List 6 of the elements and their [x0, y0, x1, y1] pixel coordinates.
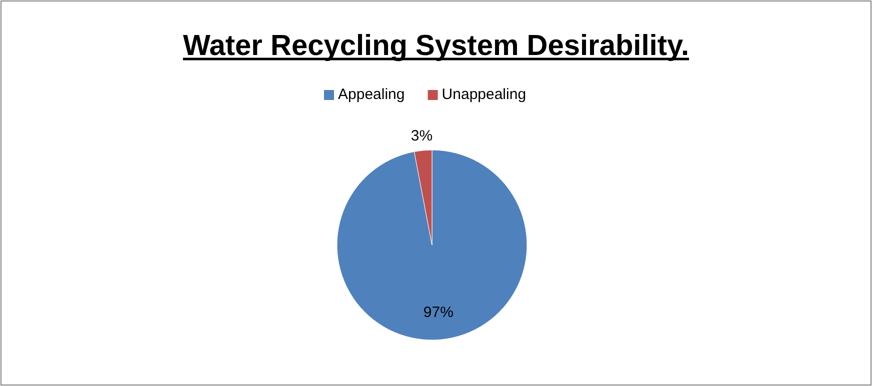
chart-title: Water Recycling System Desirability.: [182, 30, 690, 62]
pie-slice: [336, 150, 528, 340]
data-label: 3%: [410, 127, 433, 144]
data-label: 97%: [423, 304, 454, 322]
legend-label: Appealing: [338, 86, 405, 103]
legend-label: Unappealing: [442, 86, 526, 103]
